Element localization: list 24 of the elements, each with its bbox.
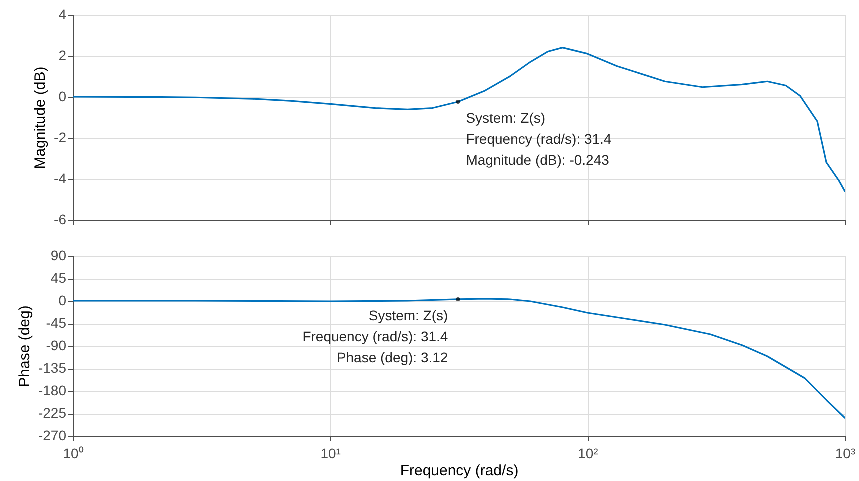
y-axis-title: Phase (deg) xyxy=(16,306,34,388)
y-tick-label: -180 xyxy=(38,382,67,398)
annotation: System: Z(s) Frequency (rad/s): 31.4 Phase (deg): 3.12 xyxy=(302,307,448,366)
x-tick-label: 10² xyxy=(578,446,599,462)
annotation: System: Z(s) Frequency (rad/s): 31.4 Magnitude (dB): -0.243 xyxy=(466,110,612,168)
x-tick-label: 10⁰ xyxy=(63,446,84,462)
x-tick-label: 10¹ xyxy=(320,446,342,462)
y-tick-label: -225 xyxy=(38,405,67,421)
y-tick-label: 4 xyxy=(58,6,67,22)
x-tick-label: 10³ xyxy=(835,446,856,462)
y-tick-label: 0 xyxy=(58,88,67,104)
y-tick-label: 0 xyxy=(58,292,67,308)
y-tick-label: -90 xyxy=(46,338,67,354)
y-tick-label: -270 xyxy=(38,428,67,444)
y-tick-label: 90 xyxy=(50,248,67,264)
y-tick-label: 45 xyxy=(50,270,67,286)
x-axis-title: Frequency (rad/s) xyxy=(400,462,519,480)
y-axis-title: Magnitude (dB) xyxy=(32,66,50,170)
y-tick-label: -135 xyxy=(38,360,67,376)
y-tick-label: -45 xyxy=(46,315,67,331)
y-tick-label: -2 xyxy=(54,130,67,146)
y-tick-label: -6 xyxy=(54,212,67,228)
y-tick-label: 2 xyxy=(58,48,67,64)
y-tick-label: -4 xyxy=(54,170,67,186)
